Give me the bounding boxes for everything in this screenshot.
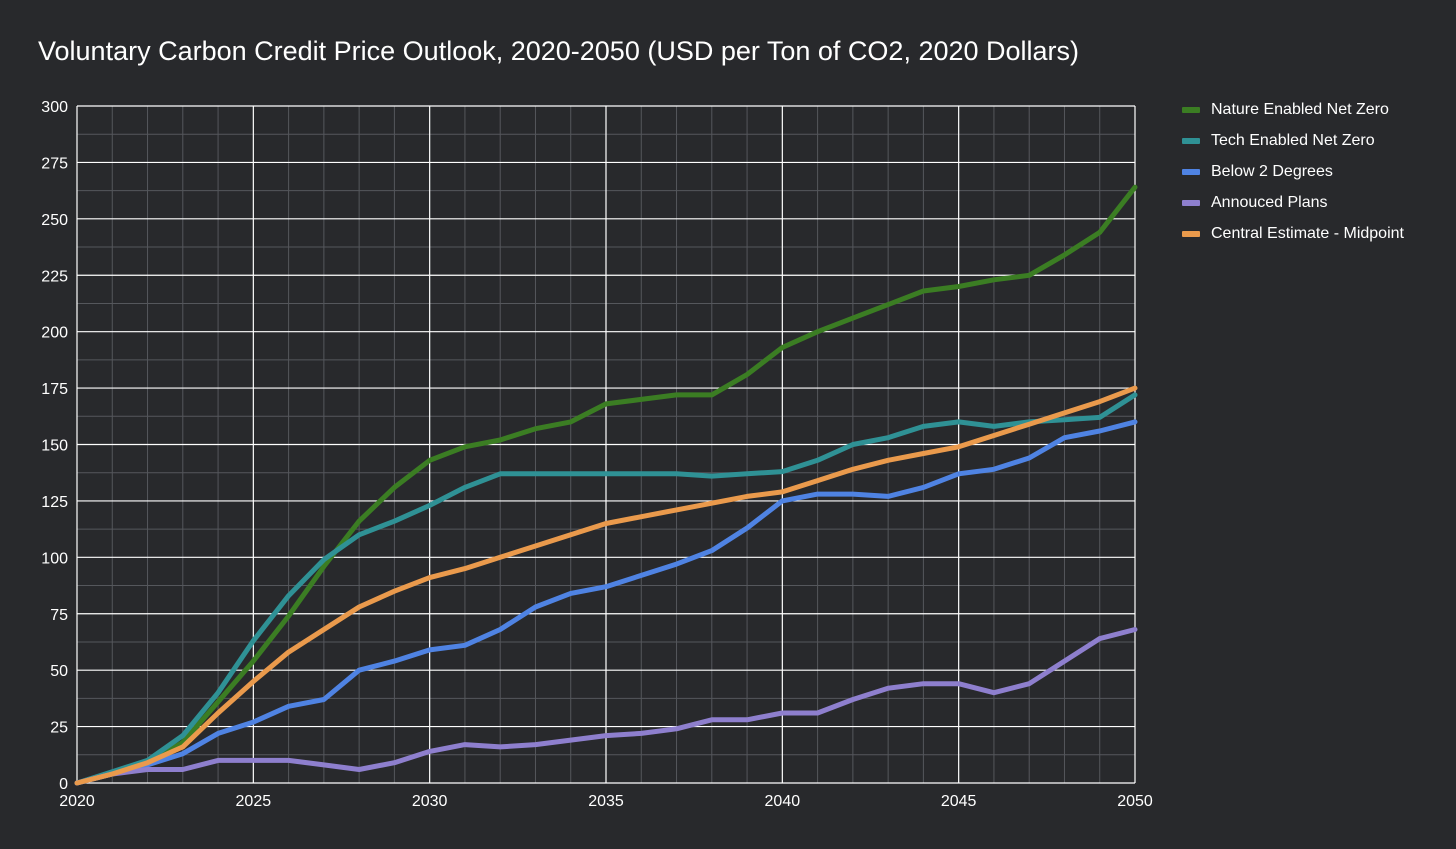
y-tick-label: 100 [41,550,68,567]
x-tick-label: 2040 [765,793,801,810]
x-tick-label: 2020 [59,793,95,810]
y-tick-label: 150 [41,438,68,455]
y-tick-label: 300 [41,99,68,116]
series-line-nature-enabled-net-zero [74,184,1138,786]
legend: Nature Enabled Net Zero Tech Enabled Net … [1182,94,1404,249]
legend-item: Nature Enabled Net Zero [1182,94,1404,125]
x-tick-label: 2030 [412,793,448,810]
series-line-central-estimate-midpoint [74,385,1138,786]
legend-label: Annouced Plans [1211,193,1328,211]
x-tick-label: 2050 [1117,793,1153,810]
x-tick-label: 2025 [236,793,272,810]
y-tick-label: 75 [50,607,68,624]
series-line-tech-enabled-net-zero [74,392,1138,786]
y-tick-label: 175 [41,381,68,398]
legend-label: Below 2 Degrees [1211,162,1333,180]
y-tick-label: 0 [59,776,68,793]
y-tick-label: 25 [50,720,68,737]
legend-item: Tech Enabled Net Zero [1182,125,1404,156]
y-tick-label: 250 [41,212,68,229]
legend-swatch [1182,137,1200,144]
legend-label: Central Estimate - Midpoint [1211,224,1404,242]
chart-title: Voluntary Carbon Credit Price Outlook, 2… [38,36,1080,66]
legend-swatch [1182,168,1200,175]
y-tick-label: 275 [41,155,68,172]
legend-swatch [1182,199,1200,206]
y-tick-label: 125 [41,494,68,511]
y-axis-tick-labels: 0 25 50 75 100 125 150 175 200 225 250 275 300 [41,99,68,793]
series-line-below-2-degrees [74,419,1138,786]
legend-item: Below 2 Degrees [1182,156,1404,187]
x-tick-label: 2045 [941,793,977,810]
y-tick-label: 225 [41,268,68,285]
legend-item: Annouced Plans [1182,187,1404,218]
x-axis-tick-labels: 2020 2025 2030 2035 2040 2045 2050 [59,793,1153,810]
y-tick-label: 200 [41,325,68,342]
series-line-annouced-plans [74,627,1138,786]
y-tick-label: 50 [50,663,68,680]
legend-swatch [1182,230,1200,237]
legend-item: Central Estimate - Midpoint [1182,218,1404,249]
legend-label: Tech Enabled Net Zero [1211,131,1375,149]
legend-swatch [1182,106,1200,113]
series-lines [74,184,1138,786]
legend-label: Nature Enabled Net Zero [1211,100,1389,118]
x-tick-label: 2035 [588,793,624,810]
